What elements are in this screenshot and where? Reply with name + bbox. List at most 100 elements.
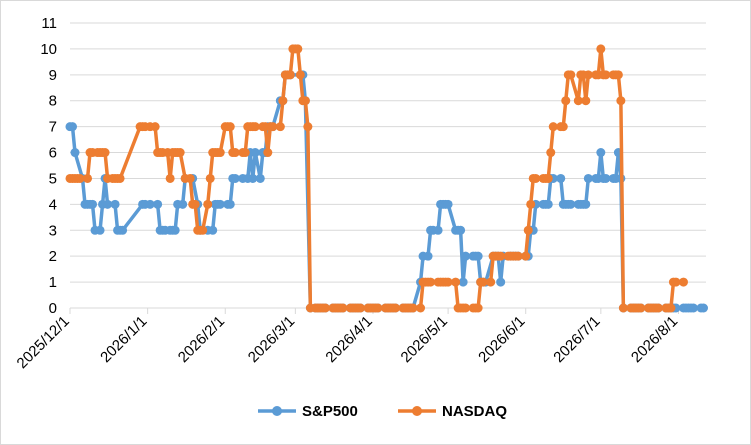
data-point	[203, 199, 213, 209]
y-tick-label: 3	[49, 222, 57, 239]
data-point	[391, 303, 401, 313]
series-nasdaq	[65, 44, 688, 313]
data-point	[556, 173, 566, 183]
data-point	[548, 122, 558, 132]
y-tick-label: 8	[49, 93, 57, 110]
data-point	[248, 173, 258, 183]
x-tick-label: 2026/5/1	[398, 313, 451, 366]
data-point	[230, 173, 240, 183]
data-point	[699, 303, 708, 313]
data-point	[558, 122, 568, 132]
data-point	[566, 70, 576, 80]
data-point	[110, 199, 120, 209]
data-point	[153, 199, 163, 209]
data-point	[496, 277, 506, 287]
data-point	[190, 199, 200, 209]
data-point	[215, 199, 225, 209]
data-point	[583, 173, 593, 183]
data-point	[255, 173, 265, 183]
series-lines	[65, 44, 708, 313]
data-point	[170, 225, 180, 235]
data-point	[118, 225, 128, 235]
data-point	[461, 251, 471, 261]
data-point	[601, 173, 611, 183]
data-point	[443, 277, 453, 287]
data-point	[300, 96, 310, 106]
data-point	[613, 70, 623, 80]
data-point	[546, 148, 556, 158]
data-point	[75, 173, 85, 183]
data-point	[653, 303, 663, 313]
legend-label: NASDAQ	[442, 403, 507, 420]
data-point	[601, 70, 611, 80]
data-point	[145, 199, 155, 209]
data-point	[433, 225, 443, 235]
data-point	[295, 70, 305, 80]
y-tick-label: 10	[40, 41, 57, 58]
data-point	[416, 303, 426, 313]
series-line	[68, 73, 706, 310]
x-tick-label: 2026/1/1	[97, 313, 150, 366]
data-point	[473, 303, 483, 313]
data-point	[268, 122, 278, 132]
data-point	[355, 303, 365, 313]
data-point	[678, 277, 688, 287]
data-point	[408, 303, 418, 313]
data-point	[275, 122, 285, 132]
data-point	[581, 199, 591, 209]
data-point	[478, 277, 488, 287]
legend-item: S&P500	[258, 403, 358, 420]
legend-label: S&P500	[302, 403, 358, 420]
data-point	[250, 148, 260, 158]
x-axis-tick-labels: 2025/12/1 2026/1/1 2026/2/1 2026/3/1 2026/4/…	[14, 313, 682, 372]
data-point	[225, 199, 235, 209]
data-point	[278, 96, 288, 106]
data-point	[70, 148, 80, 158]
y-tick-label: 1	[49, 274, 57, 291]
data-point	[115, 173, 125, 183]
data-point	[473, 251, 483, 261]
data-point	[215, 148, 225, 158]
data-point	[496, 251, 506, 261]
x-tick-label: 2026/8/1	[628, 313, 681, 366]
data-point	[423, 251, 433, 261]
data-point	[240, 148, 250, 158]
x-tick-label: 2025/12/1	[14, 313, 73, 372]
data-point	[618, 303, 628, 313]
data-point	[523, 225, 533, 235]
data-point	[583, 70, 593, 80]
data-point	[95, 225, 105, 235]
data-point	[573, 96, 583, 106]
data-point	[250, 122, 260, 132]
legend-item: NASDAQ	[398, 403, 507, 420]
data-point	[443, 199, 453, 209]
data-point	[185, 173, 195, 183]
y-axis-tick-labels: 0 1 2 3 4 5 6 7 8 9 10 11	[40, 15, 57, 317]
data-point	[263, 148, 273, 158]
data-point	[150, 122, 160, 132]
data-point	[596, 44, 606, 54]
x-tick-label: 2026/7/1	[550, 313, 603, 366]
data-point	[165, 173, 175, 183]
y-tick-label: 2	[49, 248, 57, 265]
data-point	[88, 199, 98, 209]
data-point	[100, 148, 110, 158]
data-point	[561, 96, 571, 106]
data-point	[68, 122, 77, 132]
y-tick-label: 6	[49, 145, 57, 162]
data-point	[688, 303, 698, 313]
x-tick-label: 2026/2/1	[175, 313, 228, 366]
data-point	[103, 199, 113, 209]
data-point	[461, 303, 471, 313]
data-point	[666, 303, 676, 313]
legend-marker	[412, 406, 422, 416]
data-point	[531, 173, 541, 183]
data-point	[83, 173, 93, 183]
data-point	[338, 303, 348, 313]
data-point	[426, 277, 436, 287]
data-point	[293, 44, 303, 54]
data-point	[373, 303, 383, 313]
y-tick-label: 11	[41, 15, 57, 32]
